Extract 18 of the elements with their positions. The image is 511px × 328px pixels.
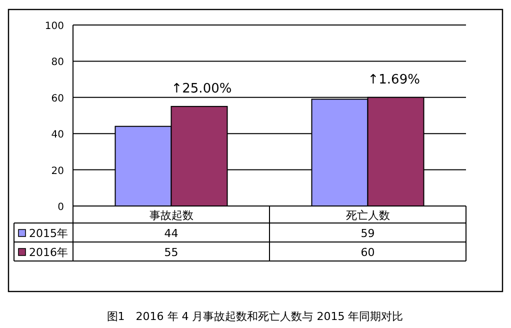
legend-label: 2016年 xyxy=(29,246,68,259)
y-tick-label: 0 xyxy=(58,202,64,213)
y-tick-label: 40 xyxy=(51,130,64,141)
data-label: 60 xyxy=(360,246,375,259)
x-tick-label: 死亡人数 xyxy=(346,209,390,222)
legend-label: 2015年 xyxy=(29,227,68,240)
text: 图1 2016 年 4 月事故起数和死亡人数与 2015 年同期对比 xyxy=(106,310,404,323)
data-label: 55 xyxy=(164,246,178,259)
data-label: 44 xyxy=(164,227,178,240)
annotation: ↑1.69% xyxy=(368,72,420,88)
annotation: ↑25.00% xyxy=(171,81,232,96)
y-tick-label: 80 xyxy=(51,57,64,68)
legend-item: 2015年 xyxy=(18,227,68,240)
legend-item: 2016年 xyxy=(18,246,68,259)
y-tick-label: 100 xyxy=(44,21,64,32)
y-tick-label: 20 xyxy=(51,166,64,177)
y-tick-label: 60 xyxy=(51,93,64,104)
data-label: 59 xyxy=(360,227,375,240)
